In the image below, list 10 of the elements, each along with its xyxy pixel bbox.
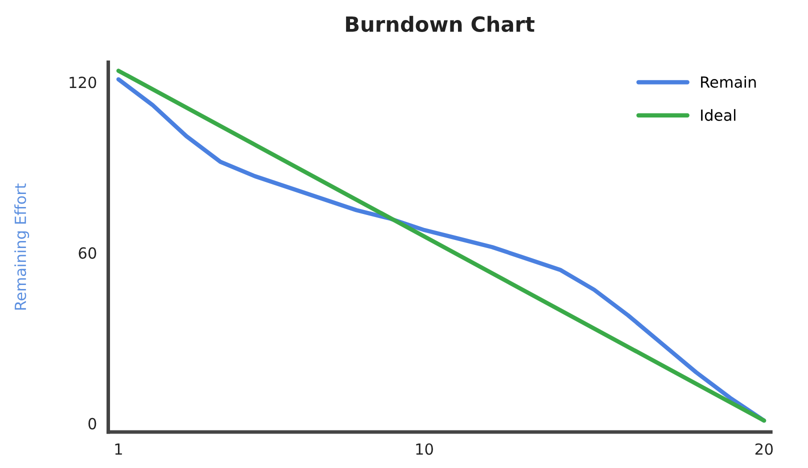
y-tick-label: 120 (70, 76, 96, 88)
legend-label: Remain (701, 76, 756, 88)
x-tick-label: 1 (115, 444, 122, 455)
y-tick-label: 0 (88, 418, 96, 430)
y-tick-label: 60 (78, 247, 96, 259)
legend-label: Ideal (701, 109, 736, 121)
x-tick-label: 10 (416, 443, 433, 455)
chart-title: Burndown Chart (346, 16, 534, 32)
y-axis-title: Remaining Effort (14, 183, 30, 310)
x-tick-label: 20 (755, 443, 773, 455)
